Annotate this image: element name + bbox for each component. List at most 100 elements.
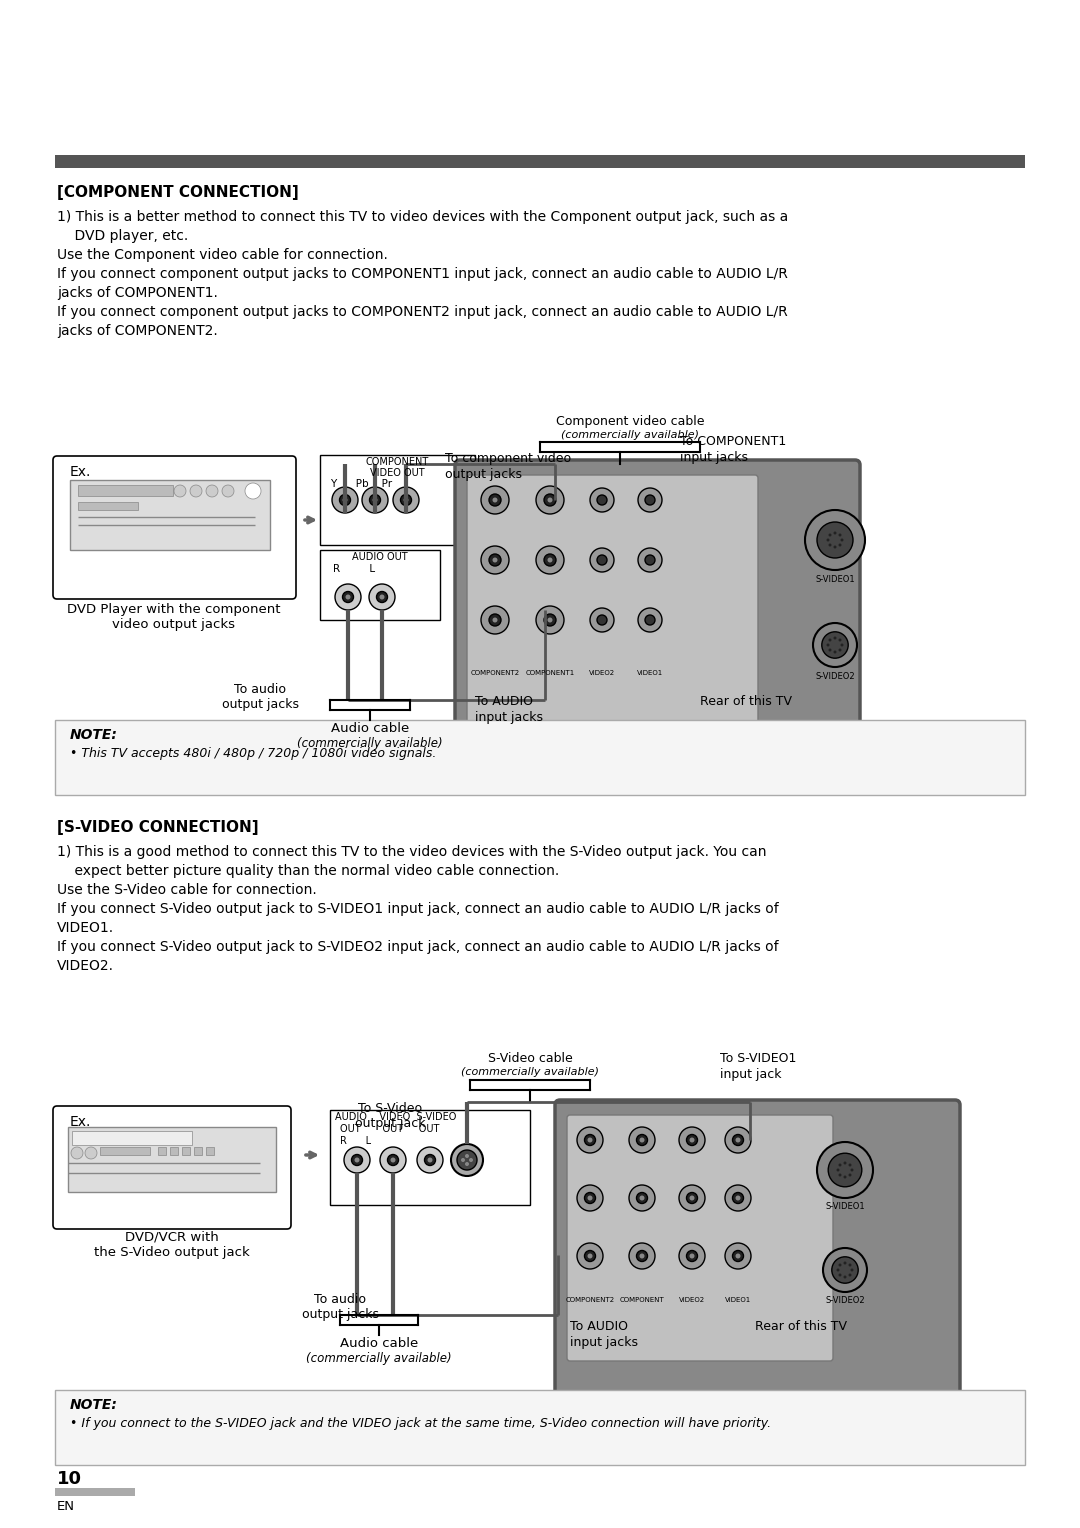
Circle shape xyxy=(465,1161,469,1166)
Circle shape xyxy=(639,1195,645,1201)
Bar xyxy=(72,1131,192,1144)
Circle shape xyxy=(461,1158,465,1161)
Circle shape xyxy=(816,1141,873,1198)
Text: output jacks: output jacks xyxy=(301,1308,378,1322)
Circle shape xyxy=(536,607,564,634)
Circle shape xyxy=(849,1174,851,1177)
FancyBboxPatch shape xyxy=(555,1100,960,1400)
Text: If you connect component output jacks to COMPONENT1 input jack, connect an audio: If you connect component output jacks to… xyxy=(57,267,788,281)
Circle shape xyxy=(851,1169,853,1172)
Text: If you connect S-Video output jack to S-VIDEO2 input jack, connect an audio cabl: If you connect S-Video output jack to S-… xyxy=(57,940,779,953)
Circle shape xyxy=(584,1134,595,1146)
Text: S-Video cable: S-Video cable xyxy=(488,1051,572,1065)
Text: • This TV accepts 480i / 480p / 720p / 1080i video signals.: • This TV accepts 480i / 480p / 720p / 1… xyxy=(70,747,436,759)
Text: To audio: To audio xyxy=(314,1293,366,1306)
Circle shape xyxy=(584,1250,595,1262)
Circle shape xyxy=(840,643,843,646)
Circle shape xyxy=(489,494,501,506)
Text: R      L: R L xyxy=(340,1135,372,1146)
Circle shape xyxy=(849,1264,851,1267)
Circle shape xyxy=(401,495,411,506)
Circle shape xyxy=(588,1137,593,1143)
Circle shape xyxy=(536,545,564,575)
Text: the S-Video output jack: the S-Video output jack xyxy=(94,1245,249,1259)
Circle shape xyxy=(838,648,841,651)
Text: • If you connect to the S-VIDEO jack and the VIDEO jack at the same time, S-Vide: • If you connect to the S-VIDEO jack and… xyxy=(70,1416,771,1430)
Circle shape xyxy=(805,510,865,570)
Circle shape xyxy=(457,1151,477,1170)
Bar xyxy=(194,1148,202,1155)
Text: S-VIDEO1: S-VIDEO1 xyxy=(815,575,854,584)
Text: Use the S-Video cable for connection.: Use the S-Video cable for connection. xyxy=(57,883,316,897)
Circle shape xyxy=(687,1134,698,1146)
Circle shape xyxy=(629,1128,654,1154)
Text: (commercially available): (commercially available) xyxy=(461,1067,599,1077)
Text: 1) This is a good method to connect this TV to the video devices with the S-Vide: 1) This is a good method to connect this… xyxy=(57,845,767,859)
Text: input jacks: input jacks xyxy=(680,451,748,465)
Circle shape xyxy=(838,1273,841,1276)
Text: jacks of COMPONENT1.: jacks of COMPONENT1. xyxy=(57,286,218,299)
Text: NOTE:: NOTE: xyxy=(70,727,118,743)
Circle shape xyxy=(577,1186,603,1212)
Bar xyxy=(320,550,440,620)
Circle shape xyxy=(834,637,837,640)
Circle shape xyxy=(544,555,556,565)
Text: VIDEO1: VIDEO1 xyxy=(725,1297,751,1303)
Circle shape xyxy=(424,1155,435,1166)
Circle shape xyxy=(843,1161,847,1164)
Circle shape xyxy=(725,1128,751,1154)
Bar xyxy=(100,1148,150,1155)
Text: VIDEO2: VIDEO2 xyxy=(589,669,616,675)
Text: To AUDIO: To AUDIO xyxy=(475,695,534,707)
Bar xyxy=(330,1109,530,1206)
Bar xyxy=(183,1148,190,1155)
Circle shape xyxy=(645,495,654,504)
Text: NOTE:: NOTE: xyxy=(70,1398,118,1412)
Circle shape xyxy=(679,1242,705,1268)
Circle shape xyxy=(838,1174,841,1177)
Circle shape xyxy=(838,544,841,547)
Circle shape xyxy=(428,1158,432,1163)
Circle shape xyxy=(590,487,615,512)
Text: input jacks: input jacks xyxy=(570,1335,638,1349)
Text: To S-VIDEO1: To S-VIDEO1 xyxy=(720,1051,796,1065)
Circle shape xyxy=(843,1262,847,1265)
Circle shape xyxy=(206,484,218,497)
Circle shape xyxy=(404,498,408,503)
Text: DVD/VCR with: DVD/VCR with xyxy=(125,1232,219,1244)
Text: video output jacks: video output jacks xyxy=(112,617,235,631)
Circle shape xyxy=(393,487,419,513)
Circle shape xyxy=(826,538,829,541)
Circle shape xyxy=(838,533,841,536)
Circle shape xyxy=(469,1158,473,1161)
Circle shape xyxy=(342,498,348,503)
Text: output jacks: output jacks xyxy=(221,698,298,711)
Text: output jacks: output jacks xyxy=(445,468,522,481)
Circle shape xyxy=(732,1192,743,1204)
Text: COMPONENT: COMPONENT xyxy=(365,457,429,468)
Text: output jack: output jack xyxy=(354,1117,426,1131)
Circle shape xyxy=(548,617,553,622)
Circle shape xyxy=(597,614,607,625)
Bar xyxy=(68,1128,276,1192)
Circle shape xyxy=(544,494,556,506)
Circle shape xyxy=(629,1242,654,1268)
Circle shape xyxy=(837,1268,839,1271)
Circle shape xyxy=(838,639,841,642)
Circle shape xyxy=(638,487,662,512)
Text: To AUDIO: To AUDIO xyxy=(570,1320,627,1332)
Text: Audio cable: Audio cable xyxy=(340,1337,418,1351)
Circle shape xyxy=(638,549,662,571)
Circle shape xyxy=(339,495,351,506)
Text: VIDEO2.: VIDEO2. xyxy=(57,960,114,973)
Circle shape xyxy=(588,1253,593,1259)
Circle shape xyxy=(354,1158,360,1163)
Circle shape xyxy=(828,533,832,536)
Text: S-VIDEO2: S-VIDEO2 xyxy=(825,1296,865,1305)
Circle shape xyxy=(828,639,832,642)
Circle shape xyxy=(849,1163,851,1166)
Circle shape xyxy=(85,1148,97,1160)
Circle shape xyxy=(636,1192,648,1204)
Text: S-VIDEO2: S-VIDEO2 xyxy=(815,672,854,681)
Circle shape xyxy=(577,1128,603,1154)
